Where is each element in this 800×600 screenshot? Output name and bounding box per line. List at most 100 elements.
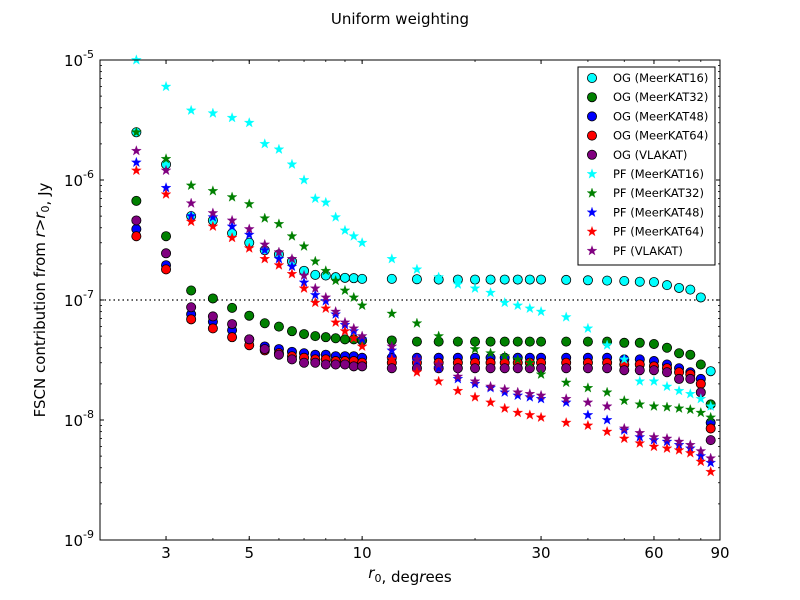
data-point <box>485 396 496 408</box>
data-point <box>207 293 218 304</box>
data-point <box>684 439 696 450</box>
data-point <box>485 347 496 358</box>
data-point <box>186 285 197 296</box>
data-point <box>512 299 524 311</box>
data-point <box>536 274 547 285</box>
y-axis-label: FSCN contribution from r>r0, Jy <box>31 182 53 417</box>
data-point <box>433 330 445 341</box>
data-point <box>601 386 613 397</box>
data-point <box>185 104 197 115</box>
data-point <box>535 393 547 404</box>
data-point <box>695 445 707 456</box>
data-point <box>259 244 271 255</box>
legend-label: OG (MeerKAT16) <box>613 71 708 85</box>
data-point <box>226 191 238 202</box>
data-point <box>619 275 630 286</box>
data-point <box>433 271 445 282</box>
data-point <box>320 291 332 303</box>
data-point <box>356 237 368 248</box>
data-point <box>673 385 685 396</box>
data-point <box>357 361 368 372</box>
data-point <box>243 223 255 234</box>
data-point <box>339 224 351 235</box>
data-point <box>674 282 685 293</box>
data-point <box>339 334 350 345</box>
series-pf-meerkat32 <box>130 126 717 423</box>
data-point <box>356 330 368 341</box>
data-point <box>411 274 422 285</box>
data-point <box>286 268 298 279</box>
data-point <box>273 259 285 270</box>
data-point <box>130 145 142 156</box>
data-point <box>348 332 360 343</box>
data-point <box>634 398 646 409</box>
data-point <box>339 284 351 296</box>
data-point <box>705 452 717 463</box>
y-tick-label: 10-8 <box>64 408 94 430</box>
data-point <box>602 363 613 374</box>
data-point <box>452 370 464 382</box>
data-point <box>648 338 659 349</box>
legend-marker <box>586 187 598 198</box>
data-point <box>560 396 572 408</box>
data-point <box>298 174 310 185</box>
legend-marker <box>587 73 598 84</box>
data-point <box>226 112 238 123</box>
data-point <box>601 425 613 437</box>
data-point <box>207 211 219 222</box>
data-point <box>298 269 310 281</box>
legend-marker <box>586 245 598 256</box>
data-point <box>131 215 142 226</box>
data-point <box>227 332 238 343</box>
data-point <box>485 336 496 347</box>
data-point <box>339 359 350 370</box>
data-point <box>705 435 716 446</box>
data-point <box>226 214 238 226</box>
data-point <box>661 380 673 392</box>
legend-marker <box>587 92 598 103</box>
series-pf-meerkat16 <box>130 54 717 411</box>
data-point <box>452 335 464 347</box>
series-pf-meerkat64 <box>130 164 717 477</box>
data-point <box>273 349 284 360</box>
data-point <box>433 358 445 370</box>
data-point <box>186 314 197 325</box>
legend-marker <box>587 111 598 122</box>
data-point <box>634 437 646 448</box>
data-point <box>185 215 197 227</box>
data-point <box>386 253 398 264</box>
data-point <box>673 444 685 455</box>
data-point <box>348 273 359 284</box>
x-tick-label: 90 <box>710 544 729 562</box>
legend-marker <box>586 206 598 217</box>
data-point <box>356 299 368 311</box>
data-point <box>560 311 572 322</box>
data-point <box>485 287 496 298</box>
data-point <box>619 337 630 348</box>
data-point <box>259 344 270 355</box>
data-point <box>411 353 423 364</box>
data-point <box>273 143 285 154</box>
data-point <box>310 331 321 342</box>
data-point <box>561 363 572 374</box>
data-point <box>469 343 481 354</box>
data-point <box>320 265 332 276</box>
data-point <box>259 212 271 223</box>
data-point <box>524 274 535 285</box>
data-point <box>535 305 547 317</box>
data-point <box>695 292 706 303</box>
data-point <box>695 378 706 389</box>
legend-label: OG (MeerKAT32) <box>613 90 708 104</box>
data-point <box>685 373 696 384</box>
data-point <box>433 362 445 373</box>
data-point <box>310 269 321 280</box>
data-point <box>411 317 423 328</box>
data-point <box>207 311 218 322</box>
data-point <box>452 278 464 289</box>
data-point <box>685 284 696 295</box>
series-og-vlakat <box>131 215 716 446</box>
y-tick-label: 10-7 <box>64 288 94 310</box>
data-point <box>560 393 572 404</box>
data-point <box>330 333 341 344</box>
data-point <box>207 107 219 118</box>
